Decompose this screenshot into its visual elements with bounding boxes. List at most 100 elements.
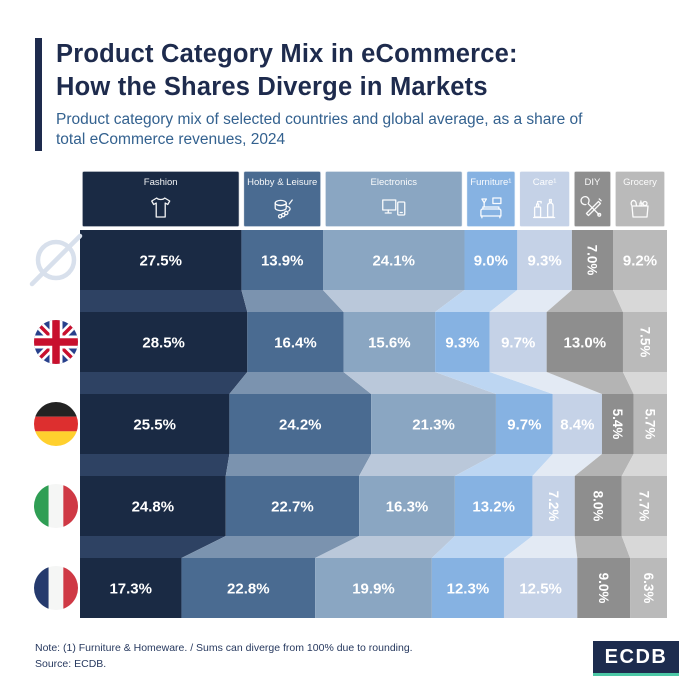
segment-value-label: 7.0% [585,245,600,276]
segment-value-label: 12.3% [447,580,490,597]
segment-value-label: 7.7% [637,491,652,522]
category-segment [80,558,182,618]
flow-connector [225,454,372,476]
segment-value-label: 28.5% [142,334,185,351]
title-line-1: Product Category Mix in eCommerce: [56,40,518,68]
category-segment [343,312,436,372]
segment-value-label: 27.5% [139,252,182,269]
category-header-label: Fashion [144,177,178,188]
title-line-2: How the Shares Diverge in Markets [56,72,488,101]
flow-connector [532,454,602,476]
category-segment [495,394,553,454]
flow-connector [435,372,553,394]
flow-connector [546,372,634,394]
category-mix-chart: 27.5% 13.9% 24.1% 9.0% 9.3% 7.0% 9.2% 28.5% 16.4… [29,170,667,618]
category-segment [225,476,360,536]
title-block: Product Category Mix in eCommerce: How th… [35,38,601,151]
category-segment [574,476,622,536]
category-segment [181,558,316,618]
category-segment [503,558,578,618]
category-segment [80,230,242,290]
footer-notes: Note: (1) Furniture & Homeware. / Sums c… [35,641,413,673]
grocery-bag-icon [630,199,649,218]
flow-connector [622,372,667,394]
category-segment [464,230,518,290]
page-title: Product Category Mix in eCommerce: How th… [56,38,601,103]
flow-connector [323,290,465,312]
title-accent-bar [35,38,42,151]
flag-france-icon [34,566,78,610]
segment-value-label: 22.8% [227,580,270,597]
category-segment [577,558,631,618]
flow-connector [359,454,496,476]
segment-value-label: 19.9% [352,580,395,597]
category-header [614,170,666,228]
flag-uk-icon [34,320,78,364]
segment-value-label: 24.2% [279,416,322,433]
flow-connector [489,290,572,312]
flow-connector [315,536,455,558]
category-segment [435,312,490,372]
category-header [324,170,464,228]
note-text: Note: (1) Furniture & Homeware. / Sums c… [35,642,413,654]
segment-value-label: 13.2% [472,498,515,515]
flow-connector [80,536,226,558]
segment-value-label: 6.3% [641,573,656,604]
flow-connector [241,290,344,312]
sofa-icon [480,197,502,219]
category-segment [359,476,455,536]
flow-connector [80,454,230,476]
segment-value-label: 17.3% [109,580,152,597]
category-segment [80,312,248,372]
segment-value-label: 16.3% [386,498,429,515]
flow-connector [229,372,372,394]
segment-value-label: 7.5% [637,327,652,358]
category-segment [633,394,667,454]
flow-connector [546,290,623,312]
segment-value-label: 8.4% [560,416,594,433]
page-subtitle: Product category mix of selected countri… [56,111,583,149]
segment-value-label: 21.3% [412,416,455,433]
category-segment [431,558,504,618]
category-segment [80,476,226,536]
category-segment [315,558,432,618]
category-header-label: Furniture¹ [470,177,511,188]
flow-connector [621,454,667,476]
category-header [573,170,612,228]
segment-value-label: 25.5% [133,416,176,433]
segment-value-label: 9.7% [501,334,535,351]
segment-value-label: 15.6% [368,334,411,351]
category-segment [546,312,623,372]
flow-connector [489,372,602,394]
ecdb-logo: ECDB [593,641,679,676]
category-header-label: Care¹ [533,177,557,188]
segment-value-label: 13.0% [564,334,607,351]
bottles-icon [532,198,556,219]
segment-value-label: 9.7% [507,416,541,433]
category-segment [622,312,667,372]
segment-value-label: 7.2% [546,491,561,522]
category-segment [323,230,465,290]
category-segment [621,476,667,536]
segment-value-label: 9.2% [623,252,657,269]
source-text: Source: ECDB. [35,657,107,670]
category-header-label: DIY [585,177,602,188]
segment-value-label: 24.1% [372,252,415,269]
flow-connector [454,454,553,476]
segment-value-label: 8.0% [591,491,606,522]
flow-connector [343,372,496,394]
ecdb-logo-underline [593,673,679,676]
segment-value-label: 24.8% [132,498,175,515]
category-header-label: Electronics [371,177,418,188]
segment-value-label: 9.3% [528,252,562,269]
category-segment [371,394,496,454]
segment-value-label: 13.9% [261,252,304,269]
category-header-label: Grocery [623,177,657,188]
category-segment [612,230,667,290]
category-segment [552,394,602,454]
segment-value-label: 9.0% [474,252,508,269]
category-segment [80,394,230,454]
global-average-icon [29,233,83,287]
devices-icon [382,199,406,216]
